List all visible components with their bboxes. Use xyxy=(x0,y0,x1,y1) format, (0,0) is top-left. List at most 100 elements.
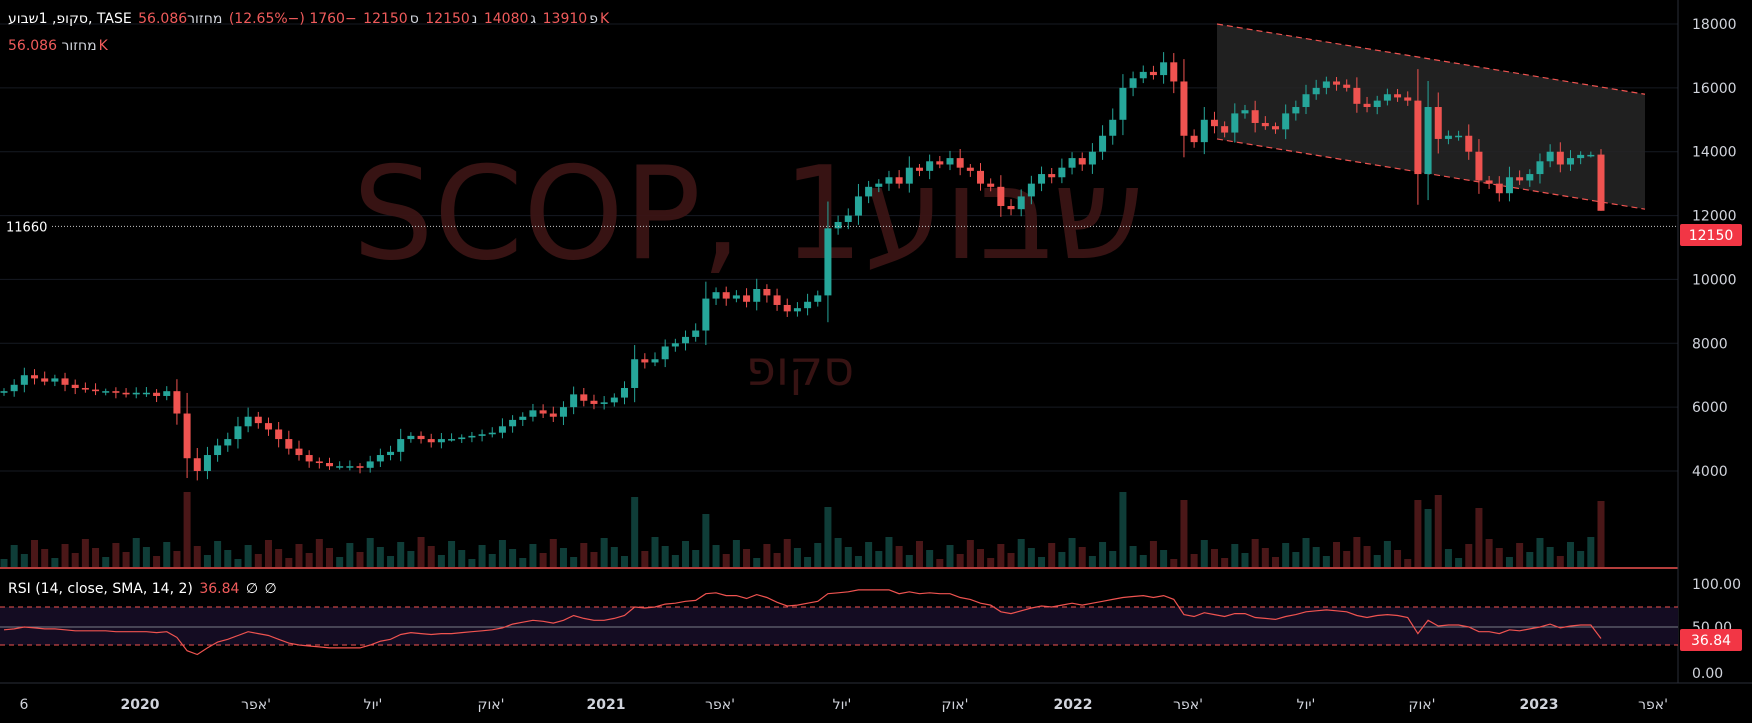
candle-body[interactable] xyxy=(620,387,628,398)
candle-body[interactable] xyxy=(326,463,334,467)
candle-body[interactable] xyxy=(224,439,232,446)
candle-body[interactable] xyxy=(468,435,476,438)
candle-body[interactable] xyxy=(478,434,486,436)
candle-body[interactable] xyxy=(956,158,964,168)
candle-body[interactable] xyxy=(539,410,547,414)
candle-body[interactable] xyxy=(1394,94,1402,98)
candle-body[interactable] xyxy=(1078,158,1086,165)
candle-body[interactable] xyxy=(295,448,303,456)
candle-body[interactable] xyxy=(244,416,252,427)
candle-body[interactable] xyxy=(926,161,934,171)
candle-body[interactable] xyxy=(102,391,110,393)
candle-body[interactable] xyxy=(1485,180,1493,184)
candle-body[interactable] xyxy=(61,378,69,385)
candle-body[interactable] xyxy=(824,228,832,296)
candle-body[interactable] xyxy=(1526,174,1534,181)
candle-body[interactable] xyxy=(661,346,669,360)
candle-body[interactable] xyxy=(1475,151,1483,181)
candle-body[interactable] xyxy=(1383,94,1391,101)
candle-body[interactable] xyxy=(1210,119,1218,127)
candle-body[interactable] xyxy=(1149,71,1157,76)
candle-body[interactable] xyxy=(488,432,496,435)
candle-body[interactable] xyxy=(305,455,313,462)
candle-body[interactable] xyxy=(580,394,588,401)
candle-body[interactable] xyxy=(31,375,39,379)
candle-body[interactable] xyxy=(112,391,120,393)
rsi-line[interactable] xyxy=(3,589,1602,656)
candle-body[interactable] xyxy=(81,387,89,390)
candle-body[interactable] xyxy=(966,167,974,171)
candle-body[interactable] xyxy=(854,196,862,216)
candle-body[interactable] xyxy=(915,167,923,171)
candle-body[interactable] xyxy=(1343,84,1351,88)
candle-body[interactable] xyxy=(0,391,8,393)
candle-body[interactable] xyxy=(1465,135,1473,152)
candle-body[interactable] xyxy=(1109,119,1117,136)
candle-body[interactable] xyxy=(936,161,944,165)
candle-body[interactable] xyxy=(1455,135,1463,138)
candle-body[interactable] xyxy=(509,419,517,427)
candle-body[interactable] xyxy=(407,435,415,440)
candle-body[interactable] xyxy=(529,410,537,417)
candlesticks[interactable] xyxy=(0,52,1605,481)
candle-body[interactable] xyxy=(1566,158,1574,165)
candle-body[interactable] xyxy=(41,378,49,382)
candle-body[interactable] xyxy=(254,416,262,424)
candle-body[interactable] xyxy=(336,466,344,468)
candle-body[interactable] xyxy=(356,466,364,468)
candle-body[interactable] xyxy=(997,186,1005,206)
candle-body[interactable] xyxy=(702,298,710,331)
candle-body[interactable] xyxy=(1546,151,1554,162)
candle-body[interactable] xyxy=(1170,62,1178,82)
candle-body[interactable] xyxy=(71,384,79,388)
candle-body[interactable] xyxy=(1261,122,1269,127)
candle-body[interactable] xyxy=(10,384,18,392)
candle-body[interactable] xyxy=(1099,135,1107,152)
candle-body[interactable] xyxy=(437,439,445,443)
candle-body[interactable] xyxy=(1251,110,1259,123)
candle-body[interactable] xyxy=(1495,183,1503,194)
candle-body[interactable] xyxy=(1231,113,1239,133)
candle-body[interactable] xyxy=(1444,135,1452,139)
candle-body[interactable] xyxy=(1221,126,1229,133)
candle-body[interactable] xyxy=(448,439,456,441)
candle-body[interactable] xyxy=(773,295,781,305)
candle-body[interactable] xyxy=(264,423,272,430)
candle-body[interactable] xyxy=(214,445,222,456)
candle-body[interactable] xyxy=(1038,174,1046,184)
candle-body[interactable] xyxy=(692,330,700,337)
time-axis[interactable]: 6 2020 אפר' יול' אוק' 2021 אפר' יול' אוק' 2022 אפר… xyxy=(20,697,1668,713)
candle-body[interactable] xyxy=(1312,87,1320,95)
candle-body[interactable] xyxy=(366,461,374,468)
candle-body[interactable] xyxy=(905,167,913,184)
candle-body[interactable] xyxy=(315,461,323,464)
candle-body[interactable] xyxy=(1190,135,1198,143)
candle-body[interactable] xyxy=(977,170,985,184)
candle-body[interactable] xyxy=(1597,154,1605,211)
candle-body[interactable] xyxy=(590,400,598,404)
candle-body[interactable] xyxy=(753,289,761,302)
volume-legend-label[interactable]: מחזור xyxy=(61,38,97,54)
candle-body[interactable] xyxy=(1129,78,1137,88)
candle-body[interactable] xyxy=(397,439,405,452)
candle-body[interactable] xyxy=(682,336,690,344)
candle-body[interactable] xyxy=(1271,126,1279,130)
candle-body[interactable] xyxy=(1139,71,1147,79)
candle-body[interactable] xyxy=(1302,94,1310,108)
candle-body[interactable] xyxy=(346,466,354,468)
candle-body[interactable] xyxy=(651,359,659,363)
candle-body[interactable] xyxy=(519,416,527,420)
candle-body[interactable] xyxy=(814,295,822,302)
candle-body[interactable] xyxy=(1119,87,1127,120)
candle-body[interactable] xyxy=(51,378,59,382)
candle-body[interactable] xyxy=(722,292,730,299)
candle-body[interactable] xyxy=(987,183,995,187)
candle-body[interactable] xyxy=(1373,100,1381,108)
candle-body[interactable] xyxy=(183,413,191,459)
channel-upper-line[interactable] xyxy=(1216,23,1646,95)
legend-symbol[interactable]: סקופ, 1שבוע, TASE xyxy=(8,11,132,27)
candle-body[interactable] xyxy=(285,439,293,449)
candle-body[interactable] xyxy=(1404,97,1412,101)
candle-body[interactable] xyxy=(834,221,842,229)
candle-body[interactable] xyxy=(1068,158,1076,168)
